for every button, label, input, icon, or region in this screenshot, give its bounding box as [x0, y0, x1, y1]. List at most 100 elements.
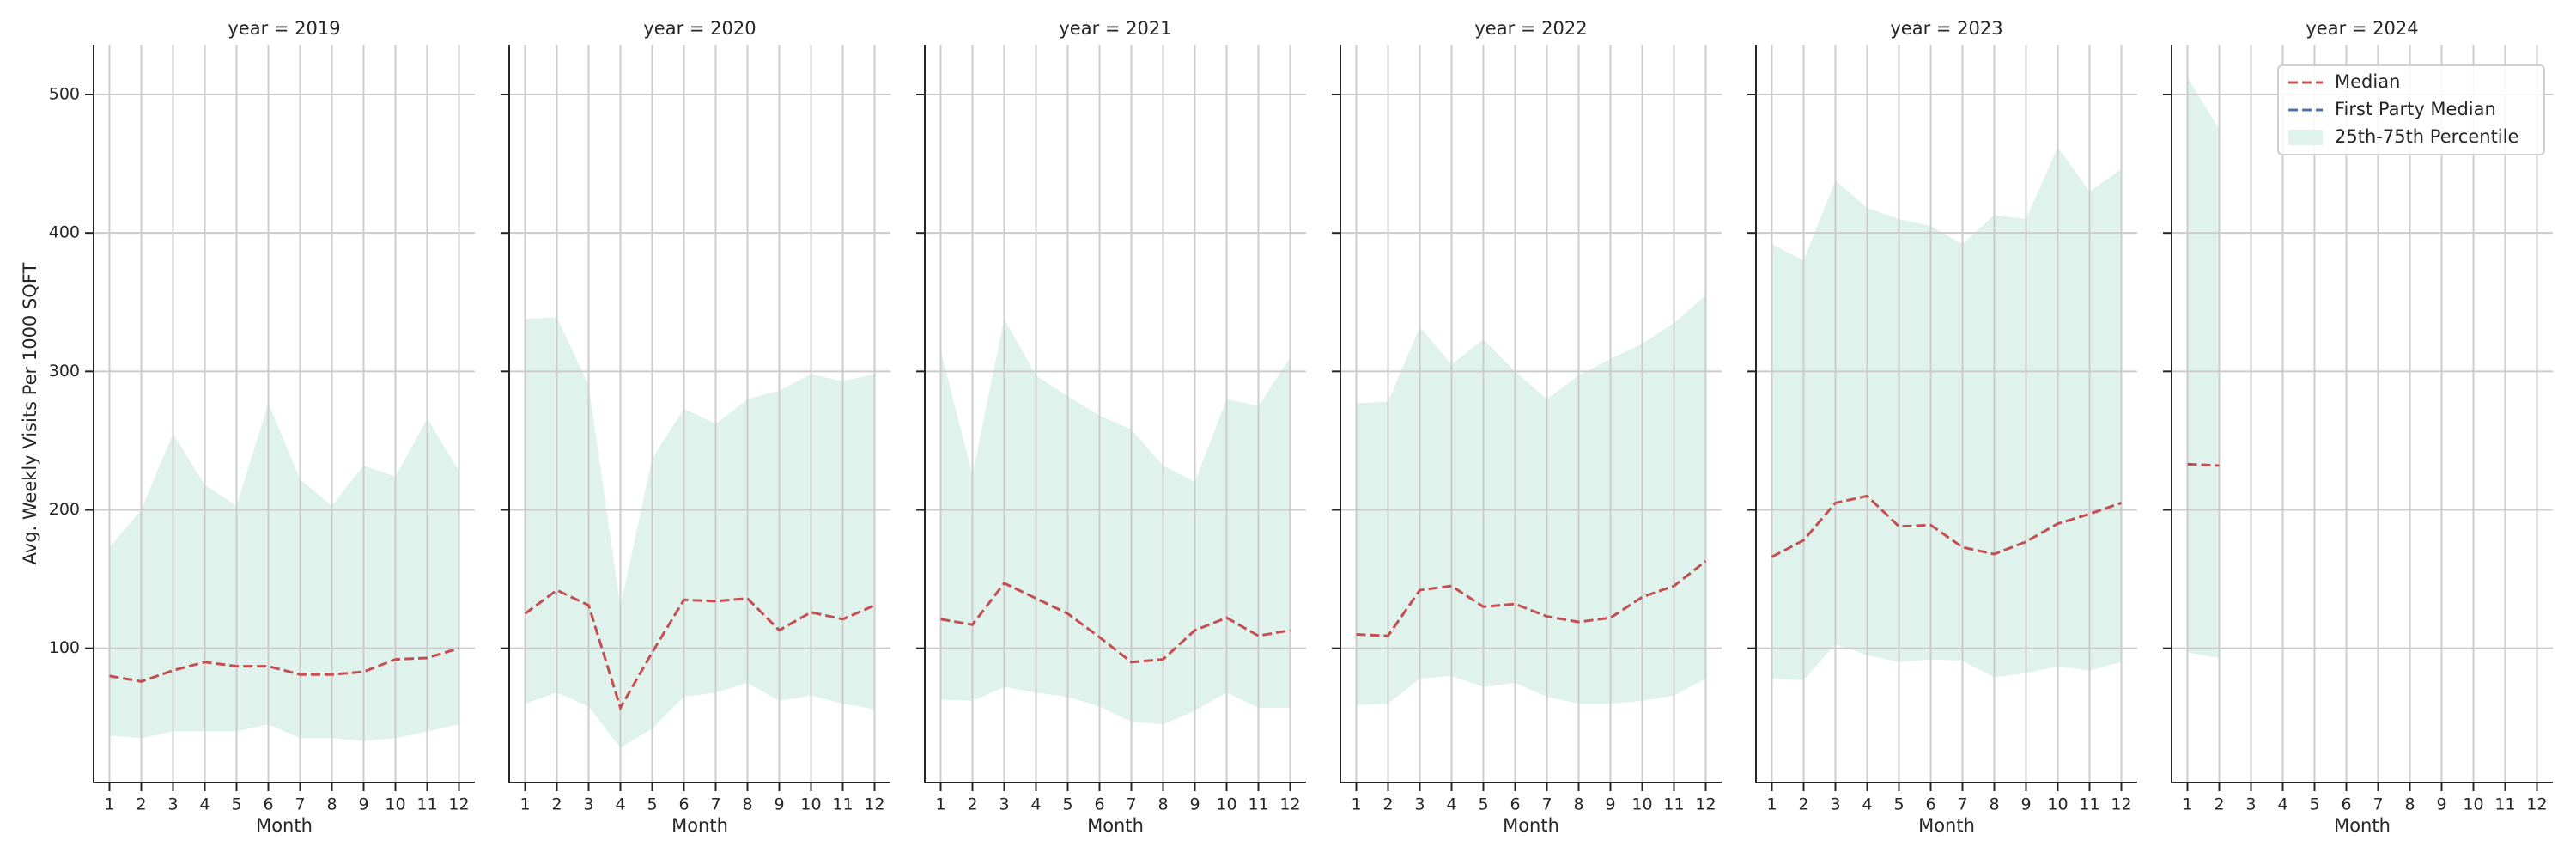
legend-label: Median — [2335, 71, 2400, 92]
x-tick-label: 5 — [1478, 795, 1488, 814]
x-tick-label: 1 — [2182, 795, 2192, 814]
x-axis-label: Month — [1503, 815, 1559, 836]
facet-title: year = 2021 — [1059, 18, 1171, 39]
x-tick-label: 2 — [2214, 795, 2224, 814]
x-tick-label: 11 — [416, 795, 437, 814]
x-tick-label: 5 — [1062, 795, 1072, 814]
median-line — [940, 582, 1291, 664]
x-tick-label: 2 — [967, 795, 977, 814]
x-tick-label: 9 — [1605, 795, 1615, 814]
x-tick-label: 1 — [1766, 795, 1777, 814]
x-tick-label: 6 — [678, 795, 689, 814]
x-tick-label: 7 — [710, 795, 720, 814]
x-tick-label: 1 — [519, 795, 530, 814]
median-line — [2187, 462, 2220, 467]
x-tick-label: 3 — [999, 795, 1009, 814]
x-tick-label: 10 — [385, 795, 405, 814]
x-tick-label: 4 — [2277, 795, 2287, 814]
x-tick-label: 4 — [615, 795, 625, 814]
median-line — [524, 588, 876, 711]
x-tick-label: 8 — [326, 795, 337, 814]
facet-title: year = 2024 — [2306, 18, 2418, 39]
x-tick-label: 9 — [774, 795, 784, 814]
x-tick-label: 7 — [2372, 795, 2383, 814]
x-tick-label: 6 — [1510, 795, 1520, 814]
x-tick-label: 3 — [167, 795, 178, 814]
x-tick-label: 5 — [231, 795, 241, 814]
x-tick-label: 6 — [2341, 795, 2351, 814]
x-axis-label: Month — [2334, 815, 2391, 836]
x-tick-label: 7 — [1126, 795, 1136, 814]
x-tick-label: 6 — [263, 795, 273, 814]
percentile-band — [109, 403, 459, 741]
y-tick-label: 300 — [49, 362, 80, 381]
x-tick-label: 2 — [136, 795, 146, 814]
percentile-band — [2187, 77, 2220, 658]
x-tick-label: 7 — [1957, 795, 1967, 814]
legend-label: 25th-75th Percentile — [2335, 126, 2518, 147]
x-tick-label: 1 — [104, 795, 114, 814]
x-tick-label: 11 — [1248, 795, 1268, 814]
x-tick-label: 12 — [2111, 795, 2131, 814]
x-tick-label: 3 — [1830, 795, 1840, 814]
x-tick-label: 10 — [800, 795, 821, 814]
y-tick-label: 100 — [49, 638, 80, 657]
x-tick-label: 3 — [2245, 795, 2256, 814]
percentile-band — [1771, 147, 2122, 680]
x-tick-label: 4 — [1862, 795, 1872, 814]
facet-title: year = 2020 — [643, 18, 756, 39]
median-line — [1356, 559, 1707, 637]
x-tick-label: 12 — [1279, 795, 1300, 814]
y-tick-label: 400 — [49, 223, 80, 242]
percentile-band — [525, 317, 875, 748]
x-axis-label: Month — [1918, 815, 1975, 836]
x-tick-label: 10 — [2463, 795, 2483, 814]
legend-box — [2277, 64, 2545, 155]
x-tick-label: 4 — [1030, 795, 1041, 814]
x-axis-label: Month — [671, 815, 728, 836]
x-tick-label: 1 — [935, 795, 945, 814]
x-tick-label: 4 — [1446, 795, 1456, 814]
x-tick-label: 3 — [583, 795, 593, 814]
percentile-band — [1356, 295, 1706, 705]
median-line — [1771, 494, 2122, 558]
x-tick-label: 9 — [2436, 795, 2446, 814]
facet-title: year = 2022 — [1474, 18, 1587, 39]
x-tick-label: 11 — [832, 795, 853, 814]
y-tick-label: 500 — [49, 85, 80, 104]
x-tick-label: 7 — [295, 795, 305, 814]
x-tick-label: 11 — [2079, 795, 2099, 814]
x-tick-label: 12 — [2526, 795, 2547, 814]
x-tick-label: 5 — [2309, 795, 2319, 814]
x-tick-label: 2 — [1382, 795, 1393, 814]
x-tick-label: 10 — [1631, 795, 1652, 814]
x-tick-label: 11 — [1663, 795, 1684, 814]
x-tick-label: 4 — [199, 795, 210, 814]
x-tick-label: 3 — [1414, 795, 1425, 814]
legend-label: First Party Median — [2335, 99, 2496, 119]
x-tick-label: 1 — [1351, 795, 1361, 814]
x-tick-label: 6 — [1925, 795, 1935, 814]
x-axis-label: Month — [256, 815, 313, 836]
x-tick-label: 10 — [1216, 795, 1236, 814]
x-tick-label: 12 — [448, 795, 469, 814]
legend: Median First Party Median 25th-75th Percen… — [2277, 64, 2545, 155]
y-axis-label: Avg. Weekly Visits Per 1000 SQFT — [20, 262, 40, 564]
percentile-band — [940, 319, 1291, 725]
x-tick-label: 8 — [2404, 795, 2415, 814]
median-line — [109, 647, 459, 683]
x-tick-label: 5 — [647, 795, 657, 814]
x-tick-label: 12 — [864, 795, 884, 814]
legend-swatch — [2288, 130, 2323, 145]
x-tick-label: 8 — [1157, 795, 1168, 814]
x-tick-label: 9 — [1189, 795, 1200, 814]
facet-title: year = 2019 — [228, 18, 340, 39]
x-tick-label: 10 — [2047, 795, 2068, 814]
